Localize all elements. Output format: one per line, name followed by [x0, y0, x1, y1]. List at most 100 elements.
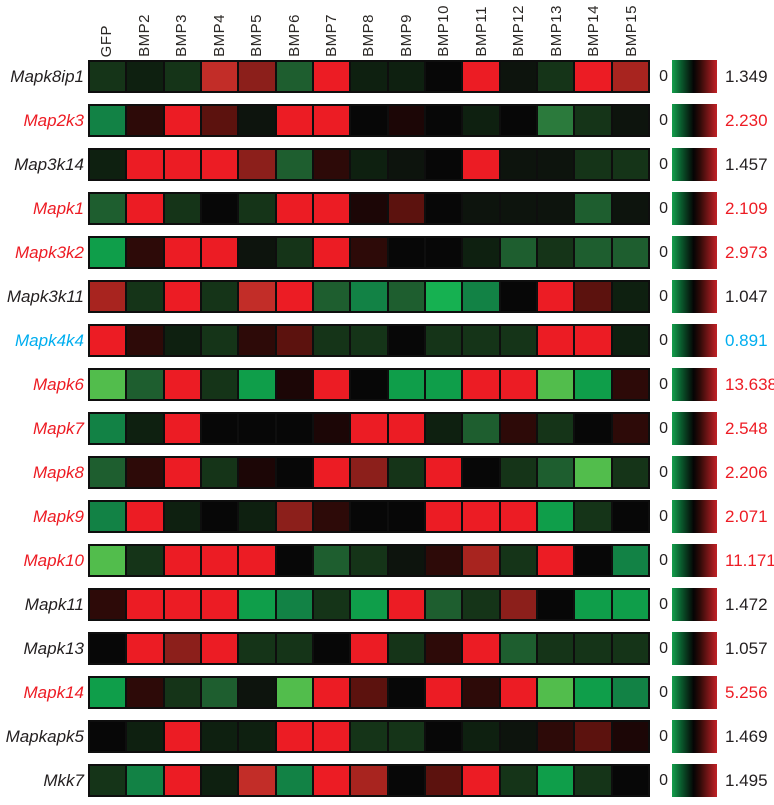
heatmap-cell	[90, 502, 126, 531]
heatmap-cell	[201, 546, 238, 575]
heatmap-cell	[127, 546, 163, 575]
heatmap-cell	[537, 458, 574, 487]
heatmap-cell	[612, 106, 648, 135]
color-scale-bar	[672, 368, 717, 401]
heatmap-cell	[463, 238, 499, 267]
heatmap-cell	[425, 722, 462, 751]
heatmap-cell	[164, 282, 200, 311]
heatmap-cell	[239, 678, 275, 707]
gene-label: Mapk11	[24, 594, 84, 614]
scale-max-value: 2.548	[725, 418, 768, 438]
gene-label: Mapk8ip1	[10, 66, 84, 86]
column-header: BMP12	[500, 4, 537, 60]
heatmap-cell	[90, 458, 126, 487]
color-scale-bar	[672, 236, 717, 269]
heatmap-cell	[575, 766, 611, 795]
heatmap-cell	[164, 722, 200, 751]
heatmap-cell	[425, 546, 462, 575]
heatmap-cell	[575, 634, 611, 663]
heatmap-cell	[127, 590, 163, 619]
column-header-label: BMP7	[323, 14, 341, 57]
gene-label: Mkk7	[43, 770, 84, 790]
heatmap-cell	[351, 766, 387, 795]
heatmap-cell	[313, 634, 350, 663]
heatmap-cell	[425, 282, 462, 311]
gene-label: Mapk3k2	[15, 242, 84, 262]
heatmap-row: Mapk3k11 0 1.047	[0, 280, 774, 313]
gene-label: Mapk10	[23, 550, 84, 570]
heatmap-cell	[127, 502, 163, 531]
heatmap-cell	[276, 326, 312, 355]
color-scale-bar	[672, 280, 717, 313]
heatmap-cell	[90, 326, 126, 355]
scale-max-value: 1.349	[725, 66, 768, 86]
scale-zero-label: 0	[659, 463, 668, 481]
heatmap-cell	[351, 414, 387, 443]
heatmap-cell	[201, 282, 238, 311]
heatmap-row: Mapk1 0 2.109	[0, 192, 774, 225]
heatmap-cell	[313, 766, 350, 795]
column-header: BMP7	[313, 4, 350, 60]
heatmap-cell	[500, 502, 536, 531]
heatmap-strip	[88, 104, 650, 137]
column-header-label: BMP15	[622, 5, 640, 57]
heatmap-cell	[612, 546, 648, 575]
scale-max-value: 0.891	[725, 330, 768, 350]
scale-zero-label: 0	[659, 551, 668, 569]
scale-zero-label: 0	[659, 771, 668, 789]
heatmap-cell	[239, 634, 275, 663]
heatmap-cell	[351, 326, 387, 355]
heatmap-cell	[388, 766, 424, 795]
heatmap-cell	[239, 282, 275, 311]
scale-max-value: 1.495	[725, 770, 768, 790]
heatmap-cell	[201, 634, 238, 663]
column-header-label: BMP5	[248, 14, 266, 57]
heatmap-cell	[612, 150, 648, 179]
scale-max-value: 2.230	[725, 110, 768, 130]
heatmap-cell	[463, 458, 499, 487]
column-header-label: BMP9	[397, 14, 415, 57]
heatmap-cell	[127, 150, 163, 179]
heatmap-cell	[276, 458, 312, 487]
heatmap-cell	[90, 194, 126, 223]
heatmap-row: Mkk7 0 1.495	[0, 764, 774, 797]
scale-zero-label: 0	[659, 243, 668, 261]
heatmap-cell	[313, 326, 350, 355]
heatmap-cell	[425, 678, 462, 707]
scale-zero-label: 0	[659, 155, 668, 173]
heatmap-strip	[88, 632, 650, 665]
heatmap-row: Mapk10 0 11.171	[0, 544, 774, 577]
heatmap-strip	[88, 192, 650, 225]
heatmap-strip	[88, 456, 650, 489]
heatmap-cell	[537, 722, 574, 751]
heatmap-cell	[425, 370, 462, 399]
heatmap-cell	[425, 502, 462, 531]
heatmap-cell	[201, 150, 238, 179]
heatmap-cell	[537, 326, 574, 355]
scale-max-value: 2.973	[725, 242, 768, 262]
heatmap-cell	[276, 238, 312, 267]
heatmap-cell	[463, 370, 499, 399]
heatmap-cell	[239, 194, 275, 223]
heatmap-cell	[537, 634, 574, 663]
heatmap-row: Mapk6 0 13.638	[0, 368, 774, 401]
heatmap-cell	[388, 502, 424, 531]
gene-label: Mapk7	[32, 418, 84, 438]
heatmap-cell	[575, 282, 611, 311]
heatmap-cell	[388, 282, 424, 311]
column-headers: GFP BMP2 BMP3 BMP4 BMP5 BMP6 BMP7 BMP8 BMP9 BMP10…	[88, 4, 650, 60]
heatmap-row: Mapk4k4 0 0.891	[0, 324, 774, 357]
heatmap-cell	[537, 62, 574, 91]
column-header: BMP4	[200, 4, 237, 60]
heatmap-cell	[425, 414, 462, 443]
heatmap-cell	[276, 678, 312, 707]
heatmap-cell	[500, 150, 536, 179]
gene-label: Mapk6	[32, 374, 84, 394]
heatmap-cell	[90, 414, 126, 443]
heatmap-strip	[88, 676, 650, 709]
heatmap-cell	[612, 238, 648, 267]
heatmap-cell	[351, 106, 387, 135]
gene-label: Mapk8	[32, 462, 84, 482]
heatmap-cell	[425, 194, 462, 223]
heatmap-row: Mapk8 0 2.206	[0, 456, 774, 489]
